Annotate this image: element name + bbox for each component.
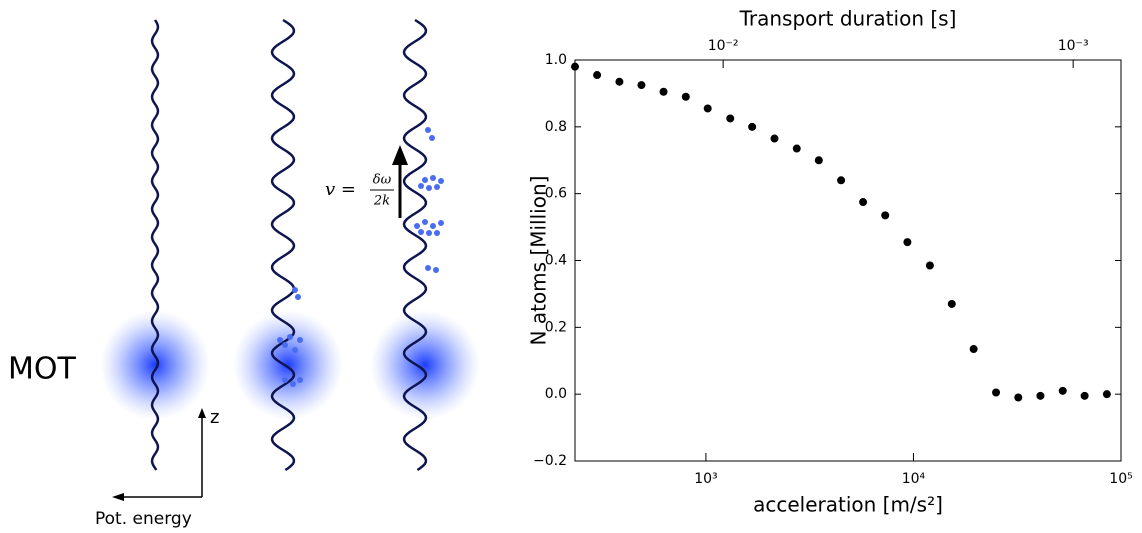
y-tick-label: 1.0: [545, 52, 567, 68]
point: [969, 345, 978, 354]
atom: [292, 287, 298, 293]
atom: [429, 135, 435, 141]
atom: [430, 223, 436, 229]
y-tick-label: 0.2: [545, 319, 567, 335]
atom: [430, 175, 436, 181]
y-tick-label: −0.2: [533, 453, 567, 469]
atom: [287, 334, 293, 340]
point: [615, 77, 624, 86]
point: [637, 81, 646, 90]
atom: [433, 267, 439, 273]
y-tick-label: 0.0: [545, 386, 567, 402]
formula-denominator: 2k: [373, 194, 390, 209]
atom: [425, 265, 431, 271]
formula-lhs: v =: [325, 179, 356, 200]
point: [1102, 390, 1111, 399]
x-tick-label: 10⁵: [1109, 471, 1132, 487]
point: [947, 299, 956, 308]
y-tick-label: 0.4: [545, 253, 567, 269]
atom: [422, 219, 428, 225]
arrow-head: [392, 145, 408, 165]
point: [681, 92, 690, 101]
point: [571, 62, 579, 71]
point: [770, 134, 779, 143]
point: [1058, 386, 1067, 395]
point: [859, 198, 868, 207]
lattice-potential: [270, 18, 296, 472]
atom: [282, 377, 288, 383]
point: [814, 156, 823, 165]
arrow-head: [198, 408, 206, 418]
lattice-potential: [402, 18, 428, 472]
x2-axis-label: Transport duration [s]: [739, 7, 957, 31]
mot-cloud: [233, 310, 343, 420]
atom: [426, 185, 432, 191]
x2-tick-label: 10⁻³: [1058, 38, 1089, 54]
x-tick-label: 10³: [694, 471, 717, 487]
atom: [422, 177, 428, 183]
atom: [438, 178, 444, 184]
point: [1036, 391, 1045, 400]
point: [659, 87, 668, 96]
y-tick-label: 0.6: [545, 186, 567, 202]
atom: [282, 342, 288, 348]
point: [1014, 393, 1023, 402]
atom: [418, 229, 424, 235]
atom: [277, 337, 283, 343]
arrow-head: [112, 493, 124, 501]
point: [925, 261, 934, 270]
mot-label: MOT: [8, 352, 76, 387]
energy-label: Pot. energy: [95, 509, 192, 529]
atom: [418, 183, 424, 189]
atom: [425, 127, 431, 133]
atom: [434, 184, 440, 190]
point: [726, 114, 735, 123]
plot-frame: [574, 59, 1122, 462]
atom: [426, 230, 432, 236]
point: [992, 388, 1001, 397]
point: [903, 238, 912, 247]
x-axis-label: acceleration [m/s²]: [753, 493, 943, 517]
atom: [295, 294, 301, 300]
point: [748, 122, 757, 131]
mot-cloud: [370, 310, 480, 420]
point: [837, 176, 846, 185]
atom: [297, 377, 303, 383]
atom: [292, 347, 298, 353]
point: [881, 211, 890, 220]
atom: [290, 381, 296, 387]
x2-tick-label: 10⁻²: [708, 38, 739, 54]
lattice-potential: [150, 19, 160, 471]
diagram: MOT z Pot. energy v = δω 2k: [8, 18, 480, 529]
atom: [438, 220, 444, 226]
atom: [297, 337, 303, 343]
point: [1080, 391, 1089, 400]
x-tick-label: 10⁴: [902, 471, 926, 487]
y-axis-label: N atoms [Million]: [527, 176, 551, 346]
point: [593, 71, 602, 80]
z-label: z: [210, 407, 219, 428]
y-tick-label: 0.8: [545, 119, 567, 135]
point: [703, 104, 712, 113]
mot-cloud: [100, 310, 210, 420]
point: [792, 144, 801, 153]
atom: [414, 223, 420, 229]
formula-numerator: δω: [373, 173, 392, 188]
atom: [434, 230, 440, 236]
